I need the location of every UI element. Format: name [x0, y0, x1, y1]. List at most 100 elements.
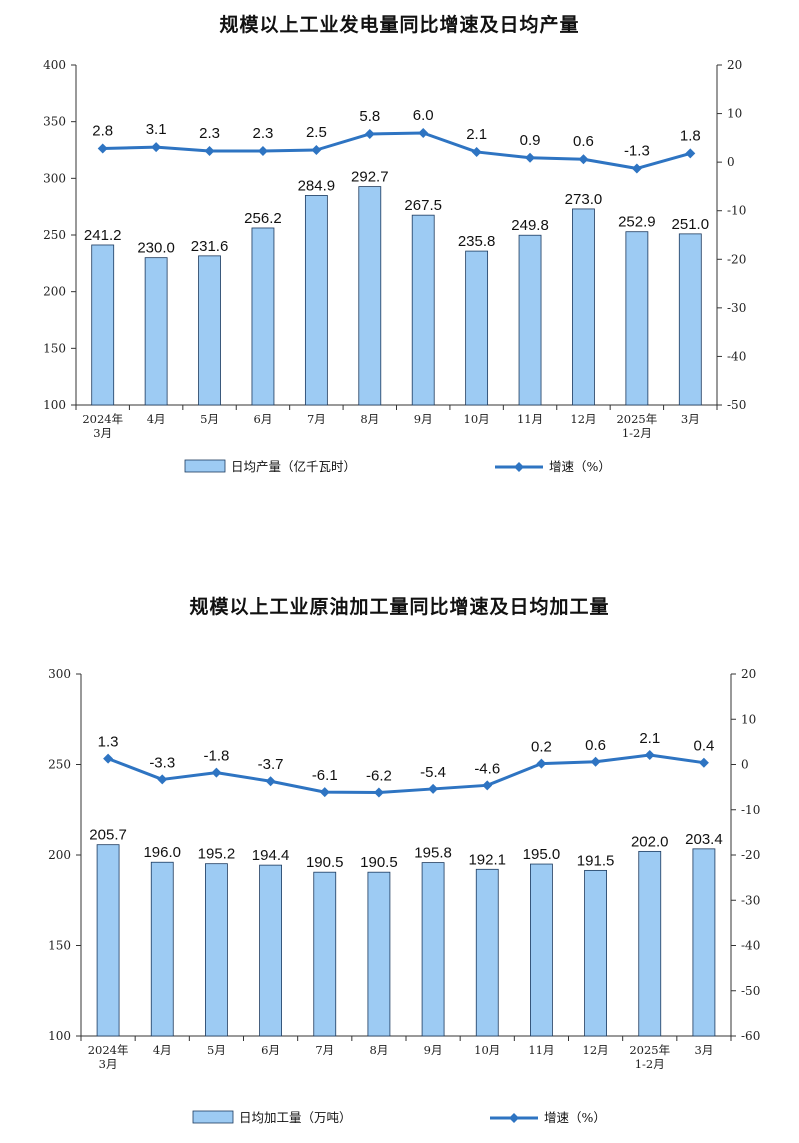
left-tick-label: 150	[43, 341, 66, 355]
bar-6	[411, 214, 435, 406]
bar-4	[313, 871, 337, 1037]
bar-value-label: 284.9	[298, 177, 336, 194]
bar-3	[259, 864, 282, 1037]
x-category-label: 4月	[153, 1043, 172, 1057]
growth-rate-line	[102, 131, 691, 170]
growth-rate-marker-4	[311, 145, 322, 155]
growth-rate-marker-2	[204, 145, 215, 156]
bar-9	[584, 869, 607, 1037]
x-category-label: 12月	[583, 1043, 609, 1057]
bar-8	[518, 234, 542, 406]
growth-rate-label: 0.6	[573, 133, 594, 150]
right-tick-label: -30	[727, 301, 746, 315]
bar-2	[198, 255, 221, 406]
x-category-label: 6月	[254, 412, 273, 426]
growth-rate-marker-9	[590, 756, 601, 767]
x-category-label: 5月	[207, 1043, 226, 1057]
growth-rate-marker-7	[471, 146, 482, 157]
bar-value-label: 230.0	[137, 240, 175, 257]
bar-6	[421, 862, 445, 1037]
bar-4	[304, 195, 328, 406]
bar-value-label: 241.2	[84, 227, 122, 244]
growth-rate-marker-5	[364, 128, 375, 139]
growth-rate-label: 1.3	[98, 734, 119, 751]
bar-value-label: 190.5	[360, 854, 398, 871]
x-category-label: 11月	[528, 1043, 554, 1057]
growth-rate-marker-1	[151, 142, 162, 153]
bar-0	[91, 244, 115, 406]
bar-11	[692, 848, 716, 1037]
left-tick-label: 300	[43, 171, 66, 185]
x-category-label: 2024年	[82, 412, 123, 426]
growth-rate-marker-10	[631, 163, 642, 174]
growth-rate-label: 0.6	[585, 737, 606, 754]
x-category-label: 5月	[200, 412, 219, 426]
chart1-power-generation: 100 150 200 250 300 350 400 -50 -40 -30 -20 -10 0 10 2…	[43, 58, 746, 474]
bar-3	[251, 227, 275, 406]
bar-value-label: 191.5	[577, 852, 615, 869]
bar-1	[150, 861, 174, 1037]
chart2-title: 规模以上工业原油加工量同比增速及日均加工量	[189, 596, 610, 618]
growth-rate-marker-6	[428, 783, 439, 794]
growth-rate-marker-5	[373, 787, 384, 798]
growth-rate-label: 2.5	[306, 124, 327, 141]
bar-value-label: 194.4	[252, 847, 290, 864]
right-tick-label: -50	[741, 984, 760, 998]
x-category-label: 1-2月	[622, 426, 652, 440]
x-category-label: 2025年	[616, 412, 657, 426]
bar-value-label: 205.7	[89, 827, 127, 844]
growth-rate-label: 2.1	[466, 126, 487, 143]
growth-rate-label: 2.3	[253, 125, 274, 142]
growth-rate-marker-0	[103, 753, 114, 764]
bar-value-label: 195.8	[414, 845, 452, 862]
bar-10	[625, 231, 649, 406]
legend-bar-swatch	[192, 1110, 234, 1124]
bar-value-label: 196.0	[143, 844, 181, 861]
bar-5	[358, 186, 382, 406]
growth-rate-label: -1.3	[624, 142, 650, 159]
bar-0	[96, 844, 120, 1037]
bar-7	[465, 250, 489, 406]
bar-value-label: 203.4	[685, 831, 723, 848]
right-tick-label: -40	[727, 349, 746, 363]
x-category-label: 9月	[424, 1043, 443, 1057]
x-category-label: 2024年	[88, 1043, 129, 1057]
x-category-label: 1-2月	[635, 1057, 665, 1071]
growth-rate-label: -3.3	[149, 754, 175, 771]
growth-rate-label: 0.9	[520, 132, 541, 149]
growth-rate-marker-9	[578, 154, 589, 165]
bar-value-label: 202.0	[631, 833, 669, 850]
growth-rate-label: 0.4	[693, 738, 714, 755]
growth-rate-marker-2	[211, 767, 222, 778]
bar-value-label: 192.1	[468, 851, 506, 868]
growth-rate-marker-0	[97, 143, 108, 154]
bar-value-label: 267.5	[404, 197, 442, 214]
x-category-label: 3月	[99, 1057, 118, 1071]
bar-value-label: 231.6	[191, 238, 229, 255]
right-tick-label: 10	[741, 712, 756, 726]
growth-rate-marker-8	[525, 152, 536, 163]
x-category-label: 6月	[261, 1043, 280, 1057]
right-tick-label: -50	[727, 398, 746, 412]
right-tick-label: -60	[741, 1029, 760, 1043]
growth-rate-label: 5.8	[359, 108, 380, 125]
bar-value-label: 252.9	[618, 214, 656, 231]
bar-value-label: 190.5	[306, 854, 344, 871]
bar-7	[475, 868, 499, 1037]
right-tick-label: -20	[741, 848, 760, 862]
chart2-crude-processing: 100 150 200 250 300 -60 -50 -40 -30 -20 -10 0 10 20 20…	[48, 667, 760, 1125]
right-tick-label: -10	[727, 204, 746, 218]
bar-5	[367, 871, 391, 1037]
left-tick-label: 400	[43, 58, 66, 72]
left-tick-label: 150	[48, 939, 71, 953]
growth-rate-marker-3	[265, 776, 276, 787]
bar-10	[638, 850, 662, 1037]
right-tick-label: 0	[727, 155, 735, 169]
x-category-label: 10月	[474, 1043, 500, 1057]
bar-value-label: 273.0	[565, 191, 603, 208]
growth-rate-marker-7	[482, 780, 493, 791]
growth-rate-marker-4	[319, 787, 330, 798]
right-tick-label: 20	[741, 667, 756, 681]
growth-rate-label: 2.8	[92, 123, 113, 140]
bar-value-label: 249.8	[511, 217, 549, 234]
